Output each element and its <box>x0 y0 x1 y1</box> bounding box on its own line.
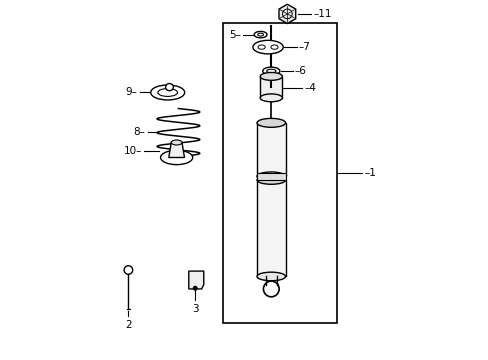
Bar <box>257 123 285 176</box>
Polygon shape <box>168 143 184 157</box>
Ellipse shape <box>262 67 279 75</box>
Ellipse shape <box>270 45 278 49</box>
Text: 8–: 8– <box>133 127 145 137</box>
Text: –11: –11 <box>313 9 331 19</box>
Text: –7: –7 <box>298 42 310 52</box>
Ellipse shape <box>258 45 264 49</box>
Text: 2: 2 <box>125 320 131 330</box>
Ellipse shape <box>150 85 184 100</box>
Ellipse shape <box>257 272 285 281</box>
Text: –4: –4 <box>304 83 316 93</box>
Ellipse shape <box>266 69 275 73</box>
Bar <box>223 23 337 323</box>
Ellipse shape <box>252 40 283 54</box>
Ellipse shape <box>260 94 282 102</box>
Bar <box>257 173 285 180</box>
Polygon shape <box>188 271 203 289</box>
Text: 5–: 5– <box>228 30 240 40</box>
Text: –6: –6 <box>294 66 306 76</box>
Text: 10–: 10– <box>123 146 142 156</box>
Ellipse shape <box>254 31 266 38</box>
Text: 3: 3 <box>191 304 198 314</box>
Ellipse shape <box>158 89 177 96</box>
Text: 9–: 9– <box>125 87 138 98</box>
Ellipse shape <box>257 172 285 181</box>
Polygon shape <box>279 4 295 23</box>
Ellipse shape <box>257 33 263 36</box>
Bar <box>260 76 282 98</box>
Text: –1: –1 <box>364 168 375 178</box>
Ellipse shape <box>160 150 192 165</box>
Ellipse shape <box>257 118 285 127</box>
Ellipse shape <box>165 84 173 91</box>
Ellipse shape <box>257 176 285 184</box>
Bar <box>257 180 285 276</box>
Circle shape <box>193 287 197 290</box>
Ellipse shape <box>171 140 182 145</box>
Ellipse shape <box>260 72 282 80</box>
